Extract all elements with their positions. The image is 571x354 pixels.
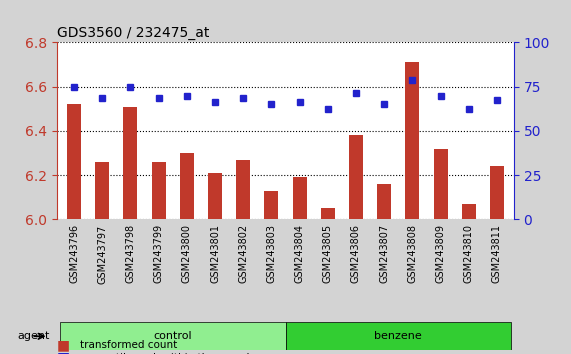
Text: ■: ■ [57,350,70,354]
Bar [123,107,138,219]
Text: benzene: benzene [375,331,422,341]
Bar [377,184,391,219]
Bar [292,177,307,219]
Text: GDS3560 / 232475_at: GDS3560 / 232475_at [57,26,210,40]
Bar [462,204,476,219]
Text: transformed count: transformed count [80,341,177,350]
Bar [433,149,448,219]
Bar [405,62,420,219]
Bar [67,104,81,219]
Bar [151,162,166,219]
Bar [180,153,194,219]
Bar [321,209,335,219]
Text: control: control [154,331,192,341]
Text: percentile rank within the sample: percentile rank within the sample [80,353,256,354]
Bar [264,191,279,219]
Text: agent: agent [17,331,50,341]
Text: ■: ■ [57,338,70,352]
Bar [208,173,222,219]
Bar [286,322,511,350]
Bar [490,166,504,219]
Bar [349,136,363,219]
Bar [236,160,250,219]
Bar [60,322,286,350]
Bar [95,162,109,219]
